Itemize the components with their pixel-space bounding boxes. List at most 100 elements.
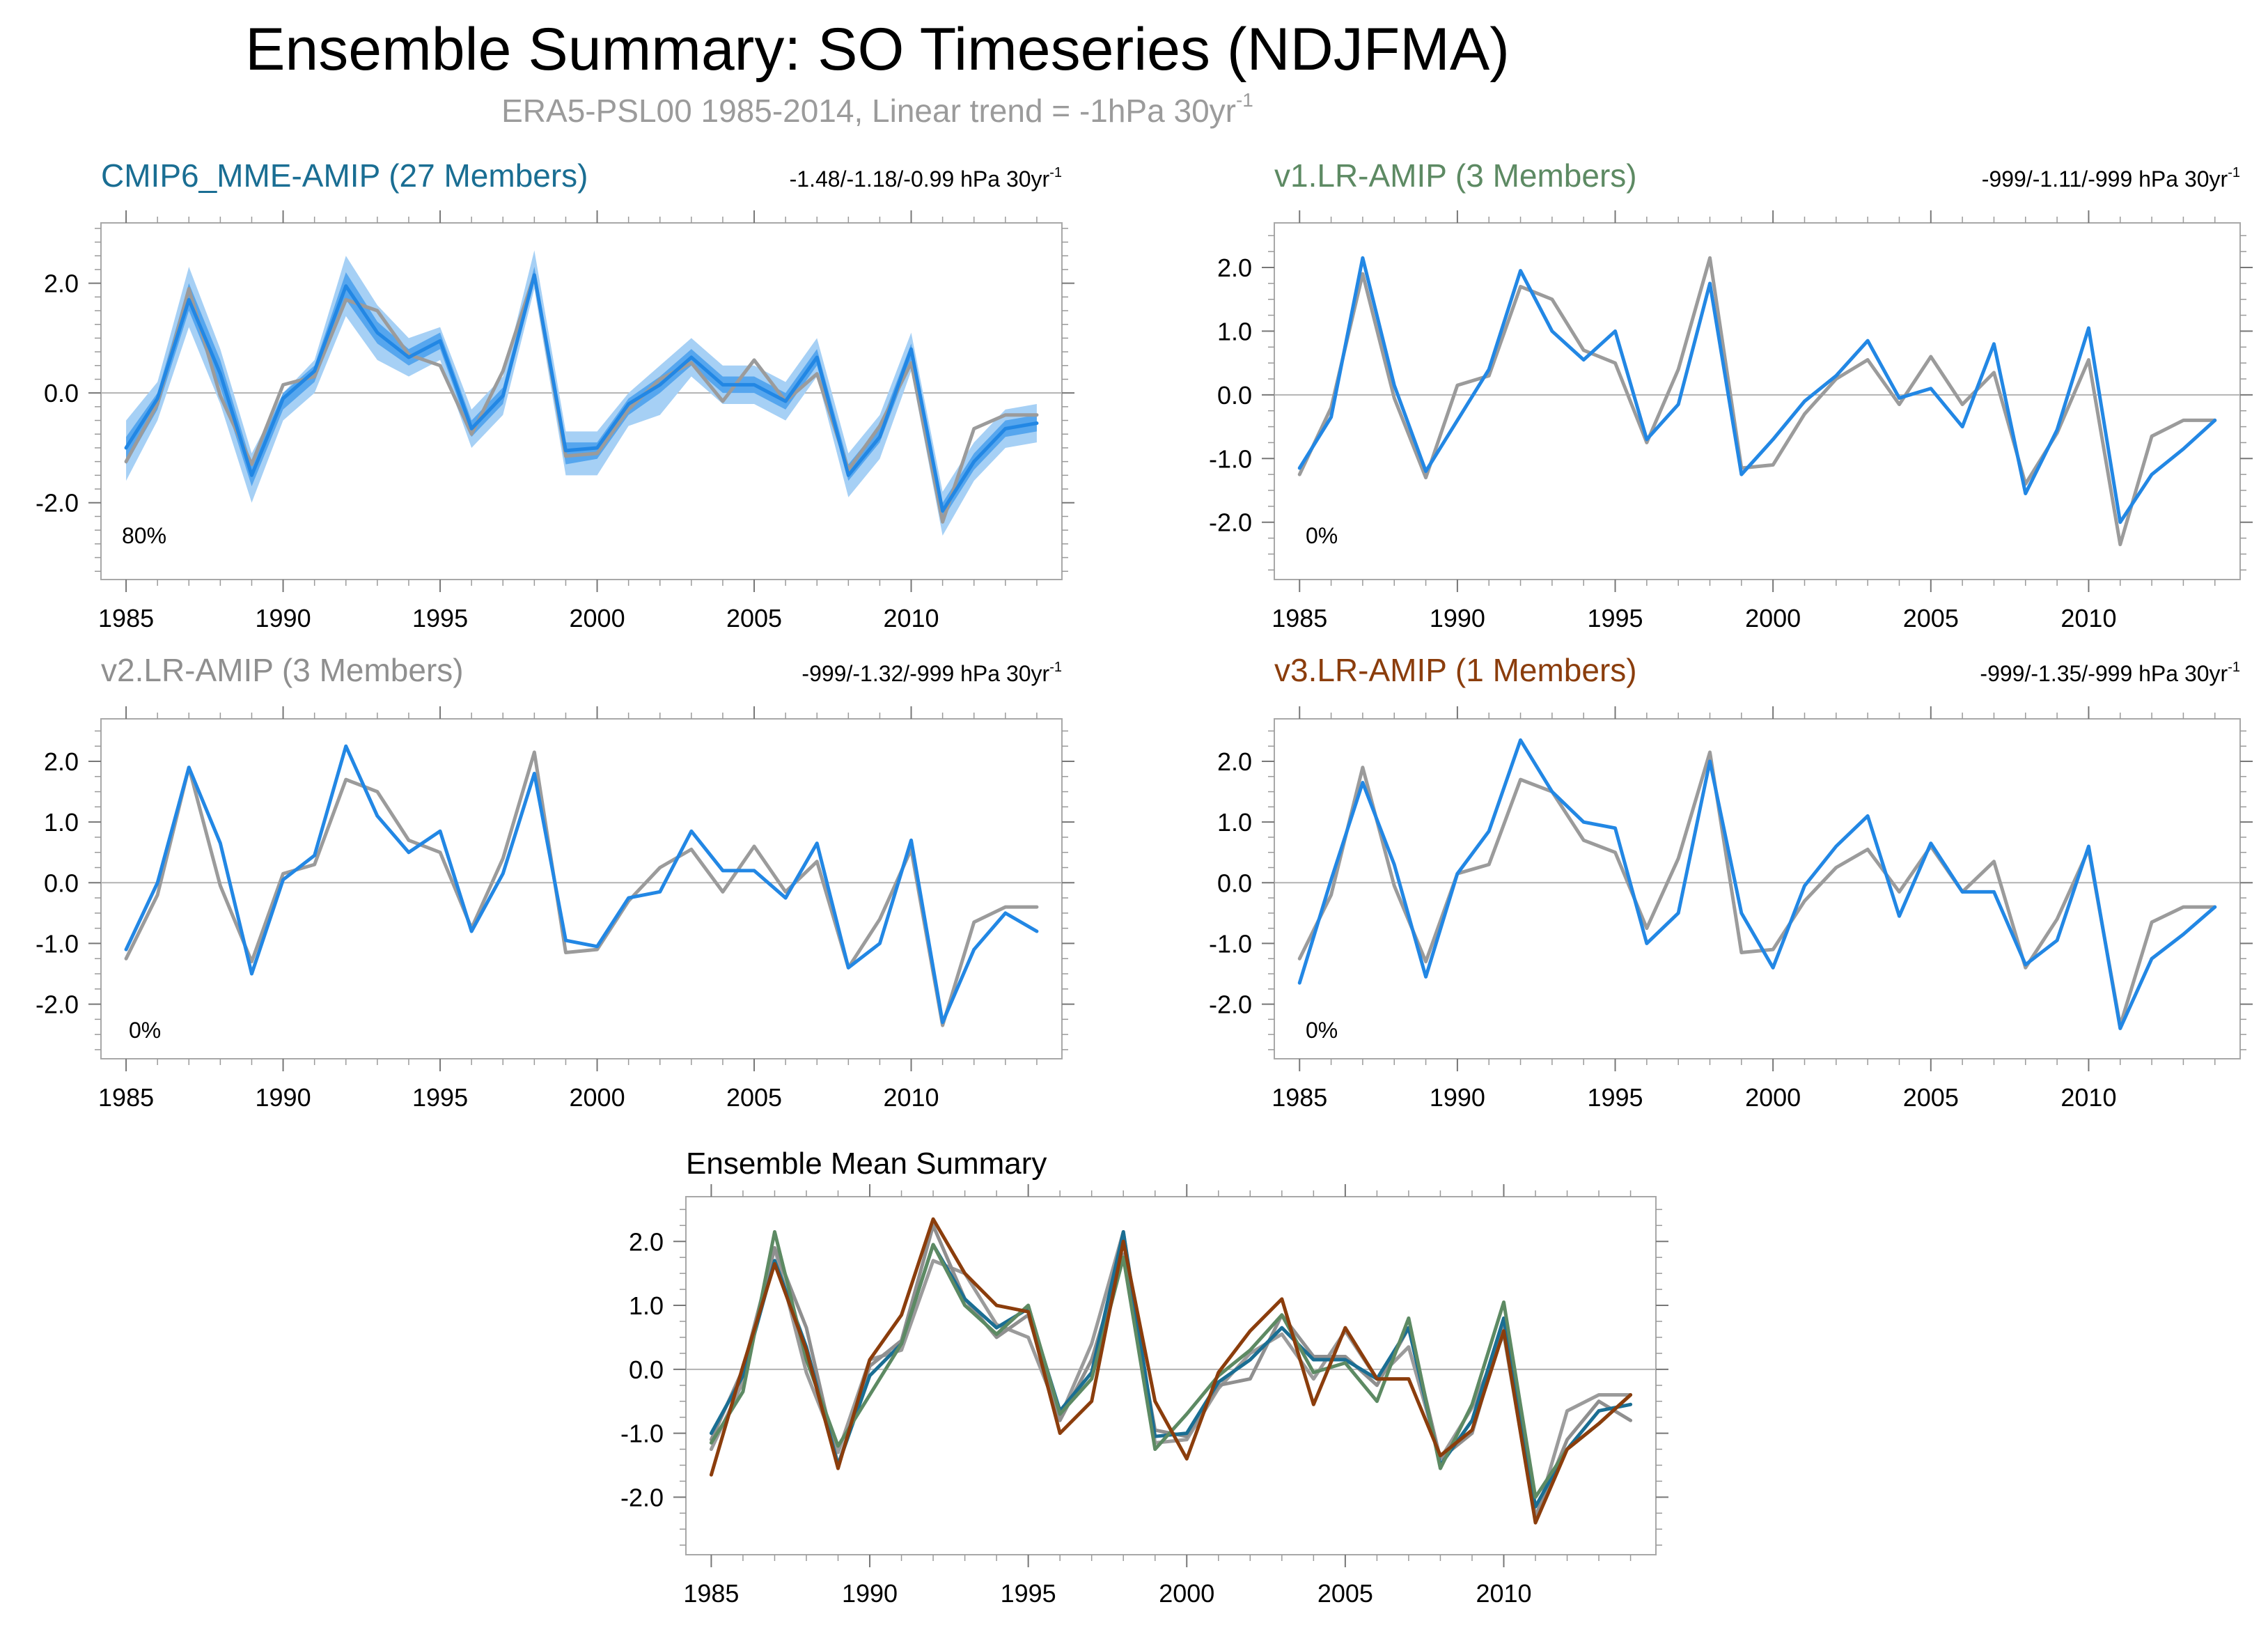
series-line-v3-lr-amip	[1297, 738, 2217, 1030]
y-tick-label: 2.0	[1217, 254, 1252, 282]
x-tick-label: 2005	[726, 1083, 782, 1112]
series-line-era5-psl00	[124, 750, 1039, 1027]
series-line-era5-psl00	[1297, 256, 2217, 547]
x-tick-label: 2010	[2060, 604, 2116, 632]
y-tick-label: 0.0	[44, 869, 79, 897]
series-line-cmip6-mme-amip	[124, 273, 1039, 513]
y-tick-label: 0.0	[1217, 381, 1252, 410]
trend-superscript: -1	[1049, 165, 1062, 180]
x-tick-label: 2005	[726, 604, 782, 632]
subtitle-superscript: -1	[1236, 89, 1253, 111]
x-tick-label: 2005	[1903, 604, 1959, 632]
trend-text: -999/-1.32/-999 hPa 30yr	[801, 661, 1049, 686]
y-tick-label: 1.0	[1217, 808, 1252, 837]
plot-frame	[685, 1196, 1657, 1555]
y-tick-label: 0.0	[629, 1356, 664, 1384]
figure-subtitle: ERA5-PSL00 1985-2014, Linear trend = -1h…	[501, 89, 1253, 129]
series-line-cmip6-mme-amip	[709, 1229, 1633, 1509]
x-tick-label: 2000	[570, 604, 625, 632]
panel-title: Ensemble Mean Summary	[686, 1147, 1047, 1181]
y-tick-label: 2.0	[629, 1227, 664, 1256]
series-line-v3-lr-amip	[709, 1217, 1633, 1525]
panels: -2.0 0.0 2.0 1985 1990 1995 2000 2005 2010 CMIP6_…	[36, 157, 2253, 1608]
trend-label: -999/-1.35/-999 hPa 30yr-1	[1980, 660, 2240, 686]
x-tick-label: 2010	[2060, 1083, 2116, 1112]
series-line-era5-psl00	[124, 273, 1039, 524]
x-tick-label: 1995	[1001, 1579, 1056, 1608]
x-tick-label: 2005	[1903, 1083, 1959, 1112]
percent-label: 80%	[122, 523, 166, 548]
trend-superscript: -1	[1049, 660, 1062, 675]
x-tick-label: 1985	[1272, 1083, 1327, 1112]
panel-p4: -2.0 -1.0 0.0 1.0 2.0 1985 1990 1995 2000 2005 201…	[1209, 652, 2253, 1112]
x-tick-label: 1995	[1587, 1083, 1643, 1112]
x-tick-label: 2010	[1476, 1579, 1531, 1608]
x-tick-label: 1985	[683, 1579, 739, 1608]
y-tick-label: 2.0	[44, 270, 79, 298]
plot-frame	[100, 718, 1063, 1059]
x-tick-label: 1995	[412, 604, 468, 632]
trend-superscript: -1	[2228, 165, 2240, 180]
y-tick-label: 1.0	[629, 1291, 664, 1320]
panel-p3: -2.0 -1.0 0.0 1.0 2.0 1985 1990 1995 2000 2005 201…	[36, 652, 1074, 1112]
x-tick-label: 1985	[98, 1083, 154, 1112]
percent-label: 0%	[129, 1018, 161, 1043]
y-tick-label: 1.0	[44, 808, 79, 837]
x-tick-label: 2000	[1745, 604, 1801, 632]
trend-label: -1.48/-1.18/-0.99 hPa 30yr-1	[790, 165, 1062, 192]
panel-title: v2.LR-AMIP (3 Members)	[101, 652, 464, 688]
x-tick-label: 2000	[570, 1083, 625, 1112]
figure-title: Ensemble Summary: SO Timeseries (NDJFMA)	[245, 16, 1510, 83]
y-tick-label: 0.0	[44, 379, 79, 407]
spread-band-outer	[126, 250, 1037, 536]
y-tick-label: -1.0	[1209, 444, 1252, 473]
trend-label: -999/-1.32/-999 hPa 30yr-1	[801, 660, 1062, 686]
x-tick-label: 2000	[1159, 1579, 1214, 1608]
x-tick-label: 1990	[1430, 1083, 1485, 1112]
y-tick-label: -2.0	[36, 489, 79, 518]
panel-title: v1.LR-AMIP (3 Members)	[1274, 157, 1637, 194]
panel-p5: -2.0 -1.0 0.0 1.0 2.0 1985 1990 1995 2000 2005 201…	[620, 1147, 1668, 1608]
plot-frame	[1274, 718, 2241, 1059]
x-tick-label: 1990	[256, 604, 311, 632]
percent-label: 0%	[1306, 523, 1338, 548]
x-tick-label: 1995	[412, 1083, 468, 1112]
subtitle-text: ERA5-PSL00 1985-2014, Linear trend = -1h…	[501, 93, 1236, 129]
y-tick-label: -1.0	[36, 929, 79, 958]
y-tick-label: -1.0	[1209, 929, 1252, 958]
y-tick-label: -2.0	[620, 1483, 664, 1512]
y-tick-label: -2.0	[36, 991, 79, 1019]
panel-p1: -2.0 0.0 2.0 1985 1990 1995 2000 2005 2010 CMIP6_…	[36, 157, 1074, 632]
trend-text: -999/-1.35/-999 hPa 30yr	[1980, 661, 2228, 686]
y-tick-label: -2.0	[1209, 508, 1252, 537]
panel-title: v3.LR-AMIP (1 Members)	[1274, 652, 1637, 688]
percent-label: 0%	[1306, 1018, 1338, 1043]
trend-text: -999/-1.11/-999 hPa 30yr	[1982, 166, 2228, 192]
panel-p2: -2.0 -1.0 0.0 1.0 2.0 1985 1990 1995 2000 2005 201…	[1209, 157, 2253, 632]
series-line-v2-lr-amip	[124, 744, 1039, 1025]
y-tick-label: 2.0	[1217, 747, 1252, 776]
y-tick-label: 1.0	[1217, 317, 1252, 345]
x-tick-label: 1990	[842, 1579, 898, 1608]
x-tick-label: 2010	[883, 604, 939, 632]
x-tick-label: 2010	[883, 1083, 939, 1112]
x-tick-label: 1995	[1587, 604, 1643, 632]
trend-label: -999/-1.11/-999 hPa 30yr-1	[1982, 165, 2240, 192]
plot-frame	[1274, 222, 2241, 580]
x-tick-label: 2000	[1745, 1083, 1801, 1112]
x-tick-label: 1990	[1430, 604, 1485, 632]
trend-text: -1.48/-1.18/-0.99 hPa 30yr	[790, 166, 1050, 192]
plot-frame	[100, 222, 1063, 580]
trend-superscript: -1	[2228, 660, 2240, 675]
y-tick-label: 2.0	[44, 747, 79, 776]
x-tick-label: 2005	[1317, 1579, 1373, 1608]
y-tick-label: -2.0	[1209, 991, 1252, 1019]
x-tick-label: 1985	[1272, 604, 1327, 632]
x-tick-label: 1985	[98, 604, 154, 632]
series-line-v1-lr-amip	[1297, 256, 2217, 525]
panel-title: CMIP6_MME-AMIP (27 Members)	[101, 157, 588, 194]
x-tick-label: 1990	[256, 1083, 311, 1112]
y-tick-label: -1.0	[620, 1420, 664, 1448]
y-tick-label: 0.0	[1217, 869, 1252, 897]
